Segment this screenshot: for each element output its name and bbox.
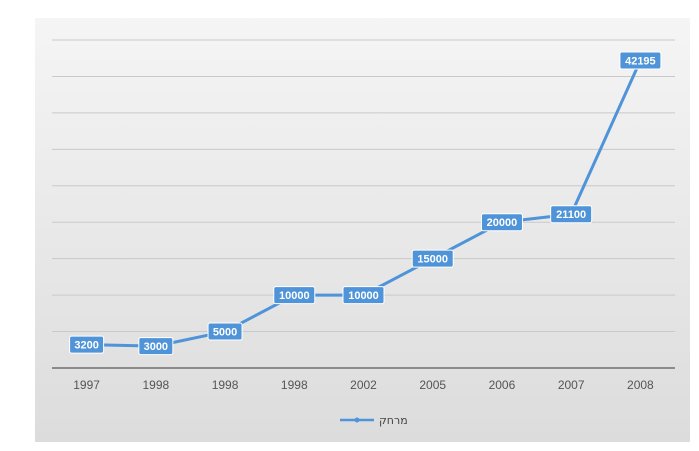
x-tick-label: 1997: [73, 378, 100, 392]
data-point: 15000: [411, 249, 454, 268]
data-point: 42195: [619, 51, 662, 70]
data-point: 3000: [138, 337, 174, 356]
data-label: 10000: [279, 290, 310, 302]
data-label-box: [550, 205, 593, 224]
data-label: 5000: [213, 327, 237, 339]
data-label-box: [69, 335, 105, 354]
data-label: 15000: [417, 254, 448, 266]
data-labels: 3200 3000 5000 10000 10000 15000 20000 21100 421…: [69, 51, 662, 356]
data-label-box: [273, 286, 316, 305]
x-tick-label: 1998: [212, 378, 239, 392]
x-tick-label: 2008: [627, 378, 654, 392]
data-label-box: [619, 51, 662, 70]
legend: מרחק: [340, 414, 408, 427]
data-point: 21100: [550, 205, 593, 224]
x-tick-label: 2006: [489, 378, 516, 392]
chart-background: [35, 18, 690, 442]
x-axis-tick-labels: 1997 1998 1998 1998 2002 2005 2006 2007 2008: [73, 378, 654, 392]
legend-marker: [354, 417, 360, 423]
data-label: 3000: [144, 341, 168, 353]
data-label: 21100: [556, 209, 586, 221]
data-point: 10000: [342, 286, 385, 305]
data-point: 3200: [69, 335, 105, 354]
legend-series-name: מרחק: [379, 414, 408, 427]
data-label: 20000: [487, 217, 518, 229]
data-label: 10000: [348, 290, 379, 302]
data-point: 5000: [207, 322, 243, 341]
data-label-box: [480, 213, 523, 232]
data-label-box: [411, 249, 454, 268]
data-label-box: [342, 286, 385, 305]
data-label: 42195: [625, 55, 656, 67]
x-tick-label: 1998: [142, 378, 169, 392]
x-tick-label: 1998: [281, 378, 308, 392]
data-point: 20000: [480, 213, 523, 232]
data-label: 3200: [74, 340, 98, 352]
data-point: 10000: [273, 286, 316, 305]
x-tick-label: 2002: [350, 378, 377, 392]
data-label-box: [138, 337, 174, 356]
x-tick-label: 2007: [558, 378, 585, 392]
data-label-box: [207, 322, 243, 341]
x-tick-label: 2005: [419, 378, 446, 392]
